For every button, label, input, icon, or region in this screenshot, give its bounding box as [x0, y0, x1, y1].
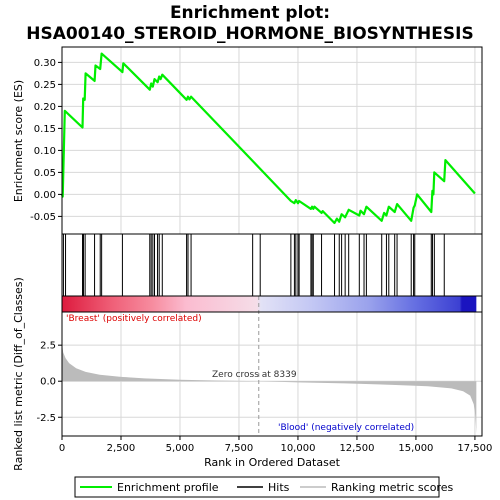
x-tick-label: 7,500 [225, 443, 254, 454]
es-y-tick-label: -0.05 [30, 212, 56, 223]
es-y-tick-label: 0.15 [34, 124, 56, 135]
legend-ranking-metric: Ranking metric scores [331, 481, 453, 494]
zero-cross-label: Zero cross at 8339 [212, 370, 297, 380]
es-y-tick-label: 0.20 [34, 102, 56, 113]
ranking-metric-area [62, 296, 477, 436]
hit-markers [62, 234, 445, 296]
x-tick-label: 15,000 [398, 443, 433, 454]
es-y-axis: -0.05 0.00 0.05 0.10 0.15 0.20 0.25 0.30 [30, 58, 62, 223]
x-tick-label: 0 [59, 443, 65, 454]
chart-title-line-1: Enrichment plot: [170, 3, 330, 23]
x-tick-label: 10,000 [280, 443, 315, 454]
x-tick-label: 12,500 [339, 443, 374, 454]
x-tick-label: 5,000 [166, 443, 195, 454]
metric-y-tick-label: 0.0 [40, 377, 56, 388]
metric-y-axis-label: Ranked list metric (Diff_of_Classes) [12, 277, 25, 471]
metric-gridlines [61, 312, 482, 436]
legend-hits: Hits [268, 481, 290, 494]
es-y-tick-label: 0.10 [34, 146, 56, 157]
metric-y-tick-label: 2.5 [40, 341, 56, 352]
metric-area-fill [62, 343, 477, 434]
hits-panel-frame [61, 233, 483, 297]
ranking-heatmap-bar [62, 296, 477, 312]
es-y-axis-label: Enrichment score (ES) [12, 80, 25, 202]
metric-y-axis: -2.5 0.0 2.5 [36, 341, 62, 424]
enrichment-profile-path [60, 52, 476, 225]
es-y-tick-label: 0.30 [34, 58, 56, 69]
legend: Enrichment profile Hits Ranking metric s… [74, 476, 453, 498]
es-gridlines [61, 47, 482, 234]
heatmap-gradient [62, 296, 477, 312]
negative-class-label: 'Blood' (negatively correlated) [278, 423, 414, 433]
legend-enrichment-profile: Enrichment profile [117, 481, 219, 494]
x-tick-label: 2,500 [107, 443, 136, 454]
x-axis-label: Rank in Ordered Dataset [204, 456, 341, 469]
positive-class-label: 'Breast' (positively correlated) [66, 314, 202, 324]
metric-y-tick-label: -2.5 [36, 413, 56, 424]
chart-title-line-2: HSA00140_STEROID_HORMONE_BIOSYNTHESIS [26, 24, 473, 44]
x-axis: 0 2,500 5,000 7,500 10,000 12,500 15,000 17,500 [59, 436, 492, 454]
metric-panel-frame [61, 311, 483, 437]
es-y-tick-label: 0.00 [34, 190, 56, 201]
es-y-tick-label: 0.25 [34, 80, 56, 91]
x-tick-label: 17,500 [457, 443, 492, 454]
es-y-tick-label: 0.05 [34, 168, 56, 179]
es-panel-frame [61, 46, 483, 235]
enrichment-profile-line [60, 52, 476, 225]
